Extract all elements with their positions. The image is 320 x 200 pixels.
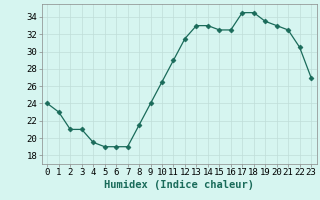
X-axis label: Humidex (Indice chaleur): Humidex (Indice chaleur) [104,180,254,190]
